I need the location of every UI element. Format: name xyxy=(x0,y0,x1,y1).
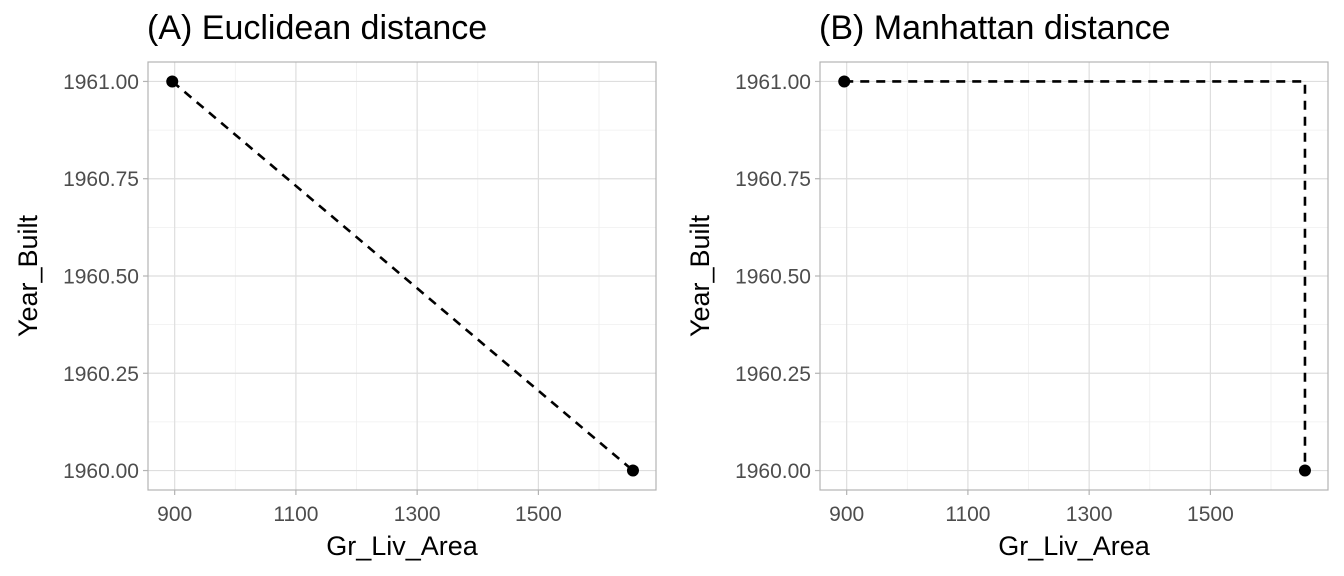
y-tick-label: 1960.00 xyxy=(63,460,139,483)
y-tick-label: 1960.50 xyxy=(63,266,139,289)
y-tick-label: 1960.25 xyxy=(63,363,139,386)
y-tick-label: 1960.75 xyxy=(735,168,811,191)
y-axis-title: Year_Built xyxy=(685,214,715,337)
y-tick-label: 1960.25 xyxy=(735,363,811,386)
x-tick-label: 1300 xyxy=(394,503,441,526)
manhattan-distance-path xyxy=(844,80,1307,471)
y-tick-label: 1960.00 xyxy=(735,460,811,483)
data-marks xyxy=(838,75,1311,477)
x-axis-title: Gr_Liv_Area xyxy=(326,531,479,561)
y-axis-title: Year_Built xyxy=(13,214,43,337)
axis-ticks: 900 1100 1300 1500 1960.00 1960.25 1960.50 1960… xyxy=(63,71,562,526)
axis-ticks: 900 1100 1300 1500 1960.00 1960.25 1960.50 1960… xyxy=(735,71,1234,526)
x-tick-label: 1100 xyxy=(273,503,318,526)
x-tick-label: 1300 xyxy=(1066,503,1113,526)
panel-title: (B) Manhattan distance xyxy=(819,9,1171,47)
euclidean-distance-line xyxy=(171,80,634,472)
grid xyxy=(820,62,1328,490)
panel-title: (A) Euclidean distance xyxy=(147,9,487,47)
grid xyxy=(148,62,656,490)
panel-b: (B) Manhattan distance 900 1100 1300 1500 19… xyxy=(685,9,1329,561)
data-point xyxy=(166,75,179,88)
x-tick-label: 1100 xyxy=(945,503,990,526)
x-axis-title: Gr_Liv_Area xyxy=(998,531,1151,561)
y-tick-label: 1961.00 xyxy=(63,71,139,94)
y-tick-label: 1961.00 xyxy=(735,71,811,94)
y-tick-label: 1960.75 xyxy=(63,168,139,191)
y-tick-label: 1960.50 xyxy=(735,266,811,289)
x-tick-label: 900 xyxy=(157,503,192,526)
x-tick-label: 900 xyxy=(829,503,864,526)
data-point xyxy=(626,464,639,477)
panel-a: (A) Euclidean distance 900 1100 1300 1500 19… xyxy=(13,9,657,561)
x-tick-label: 1500 xyxy=(515,503,562,526)
data-point xyxy=(838,75,851,88)
x-tick-label: 1500 xyxy=(1187,503,1234,526)
data-marks xyxy=(166,75,639,477)
data-point xyxy=(1298,464,1311,477)
